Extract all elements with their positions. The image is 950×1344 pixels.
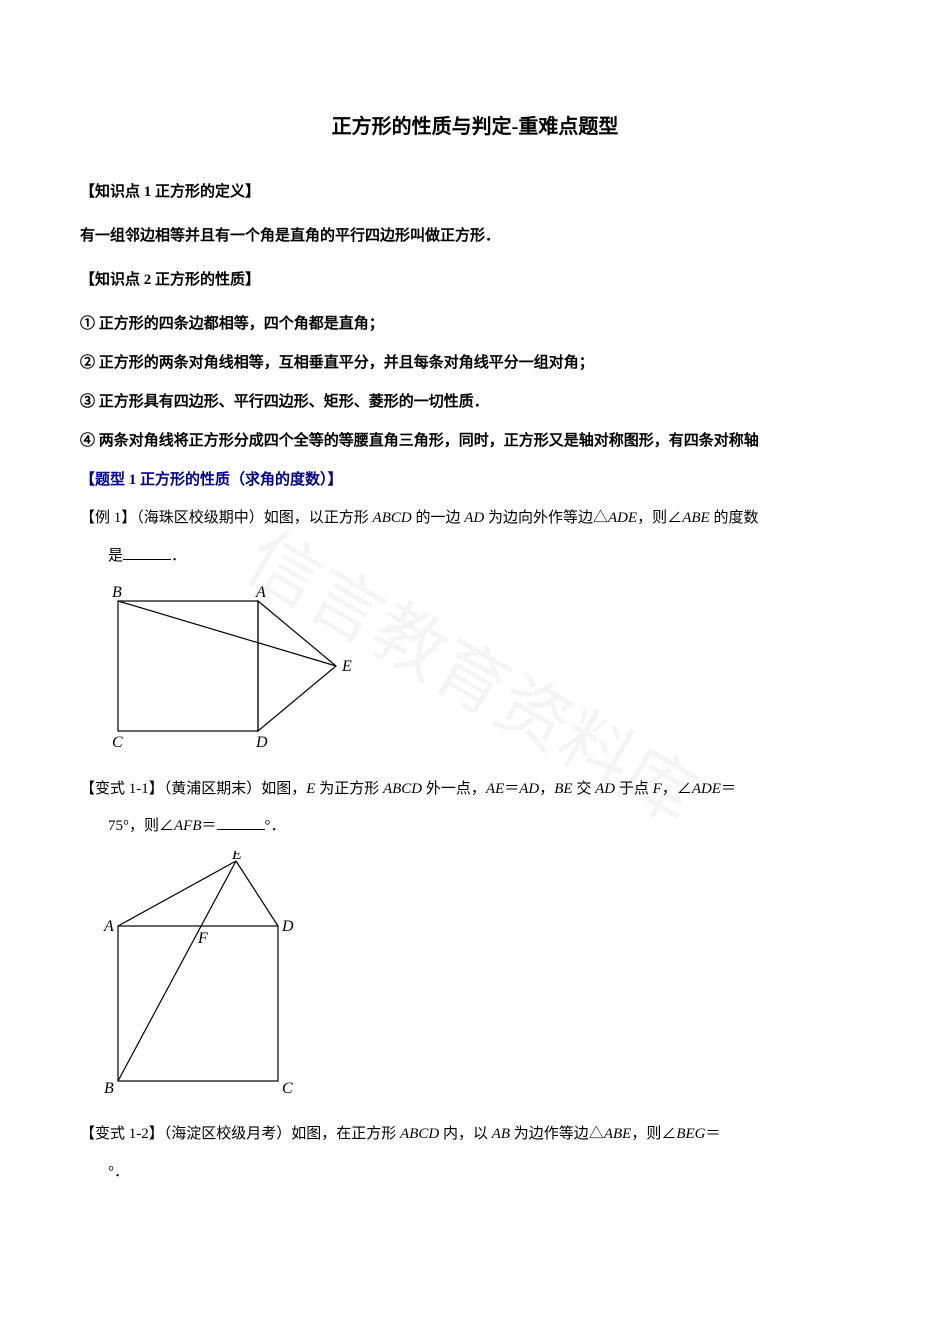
v11-eq1: ＝ — [504, 781, 519, 797]
label-b-2: B — [104, 1080, 114, 1096]
v11-v3: AE — [486, 781, 504, 797]
v12-t3: 为边作等边△ — [510, 1126, 604, 1142]
example-1-v1: ABCD — [373, 510, 412, 526]
knowledge-2-item-4: ④ 两条对角线将正方形分成四个全等的等腰直角三角形，同时，正方形又是轴对称图形，… — [80, 425, 870, 458]
v12-v1: ABCD — [400, 1126, 439, 1142]
knowledge-1-heading: 【知识点 1 正方形的定义】 — [80, 179, 870, 206]
v11-t6: 于点 — [615, 781, 653, 797]
v12-t1: 如图，在正方形 — [291, 1126, 400, 1142]
v12-v2: AB — [492, 1126, 510, 1142]
label-c-2: C — [282, 1080, 293, 1096]
v11-t4: ， — [539, 781, 554, 797]
label-d: D — [255, 734, 268, 751]
v11-t5: 交 — [573, 781, 596, 797]
example-1-t1: 如图，以正方形 — [264, 510, 373, 526]
knowledge-1-text: 有一组邻边相等并且有一个角是直角的平行四边形叫做正方形． — [80, 220, 870, 253]
figure-2-svg: A D B C E F — [98, 851, 308, 1096]
figure-2: A D B C E F — [98, 851, 870, 1101]
label-b: B — [112, 584, 122, 601]
variant-1-2: 【变式 1-2】（海淀区校级月考）如图，在正方形 ABCD 内，以 AB 为边作… — [80, 1119, 870, 1151]
example-1: 【例 1】（海珠区校级期中）如图，以正方形 ABCD 的一边 AD 为边向外作等… — [80, 503, 870, 535]
v11-cont-suffix: °． — [265, 818, 286, 834]
figure-1-svg: B A C D E — [98, 581, 358, 751]
triangle-ade — [258, 601, 336, 731]
example-1-v4: ABE — [682, 510, 710, 526]
label-c: C — [112, 734, 123, 751]
example-1-cont-text: 是 — [108, 548, 123, 564]
example-1-t2: 的一边 — [412, 510, 465, 526]
label-e: E — [341, 658, 352, 675]
label-d-2: D — [281, 918, 294, 935]
example-1-v2: AD — [464, 510, 484, 526]
knowledge-2-item-2: ② 正方形的两条对角线相等，互相垂直平分，并且每条对角线平分一组对角； — [80, 347, 870, 380]
v12-prefix: 【变式 1-2】 — [80, 1126, 164, 1142]
label-f: F — [197, 930, 208, 947]
line-de — [236, 861, 278, 926]
v12-source: （海淀区校级月考） — [164, 1126, 292, 1142]
v11-v6: AD — [595, 781, 615, 797]
v12-v3: ABE — [604, 1126, 632, 1142]
square-abcd — [118, 601, 258, 731]
variant-1-1-cont: 75°，则∠AFB＝ °． — [108, 811, 870, 841]
example-1-v3: ADE — [608, 510, 637, 526]
knowledge-2-heading: 【知识点 2 正方形的性质】 — [80, 267, 870, 294]
blank — [123, 545, 171, 560]
v11-t7: ，∠ — [662, 781, 692, 797]
example-1-source: （海珠区校级期中） — [136, 510, 264, 526]
v11-v5: BE — [554, 781, 572, 797]
v11-cont-eq: ＝ — [202, 818, 217, 834]
v11-source: （黄浦区期末） — [164, 781, 262, 797]
v11-v7: F — [653, 781, 662, 797]
v11-eq2: ＝ — [721, 781, 736, 797]
v11-v4: AD — [519, 781, 539, 797]
v11-prefix: 【变式 1-1】 — [80, 781, 164, 797]
example-1-prefix: 【例 1】 — [80, 510, 136, 526]
v11-t2: 为正方形 — [315, 781, 383, 797]
example-1-t5: 的度数 — [710, 510, 759, 526]
example-1-cont: 是． — [108, 541, 870, 571]
variant-1-1: 【变式 1-1】（黄浦区期末）如图，E 为正方形 ABCD 外一点，AE＝AD，… — [80, 774, 870, 806]
knowledge-2-item-3: ③ 正方形具有四边形、平行四边形、矩形、菱形的一切性质． — [80, 386, 870, 419]
square-abcd-2 — [118, 926, 278, 1081]
figure-1: B A C D E — [98, 581, 870, 756]
example-1-t4: ，则∠ — [637, 510, 682, 526]
page-title: 正方形的性质与判定-重难点题型 — [80, 110, 870, 139]
blank — [217, 815, 265, 830]
v11-v8: ADE — [692, 781, 721, 797]
variant-1-2-cont: °． — [108, 1157, 870, 1187]
v11-t3: 外一点， — [422, 781, 486, 797]
knowledge-2-item-1: ① 正方形的四条边都相等，四个角都是直角； — [80, 308, 870, 341]
v11-cont-var: AFB — [174, 818, 202, 834]
: 如图， — [261, 781, 306, 797]
v11-v2: ABCD — [383, 781, 422, 797]
v12-t4: ，则∠ — [631, 1126, 676, 1142]
topic-1-heading: 【题型 1 正方形的性质（求角的度数）】 — [80, 468, 870, 489]
example-1-suffix: ． — [171, 548, 186, 564]
example-1-t3: 为边向外作等边△ — [484, 510, 608, 526]
label-a-2: A — [103, 918, 114, 935]
v12-eq: ＝ — [706, 1126, 721, 1142]
v12-cont: °． — [108, 1164, 129, 1180]
v12-v4: BEG — [676, 1126, 705, 1142]
label-a: A — [255, 584, 266, 601]
v12-t2: 内，以 — [439, 1126, 492, 1142]
v11-cont-prefix: 75°，则∠ — [108, 818, 174, 834]
label-e-2: E — [231, 851, 242, 863]
line-be — [118, 601, 336, 666]
